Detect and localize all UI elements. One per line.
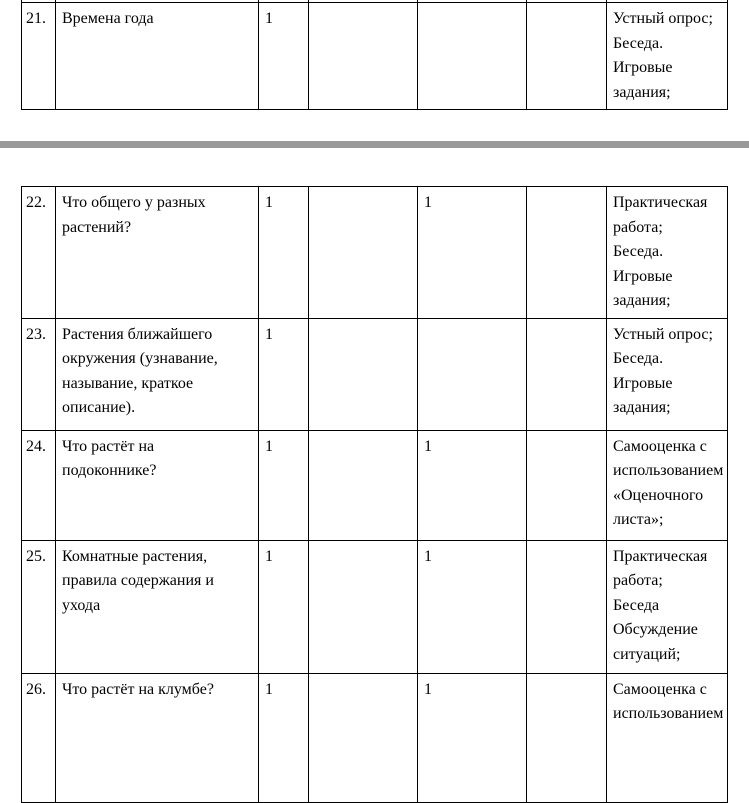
cell-hours-practice: 1 — [417, 186, 527, 319]
page-break-separator — [0, 141, 749, 148]
cell-topic: Времена года — [55, 2, 259, 110]
cell-hours-practice — [417, 2, 527, 110]
cell-hours-total: 1 — [258, 186, 309, 319]
cell-topic: Растения ближайшего окружения (узнавание… — [55, 317, 259, 431]
cell-row-number: 22. — [21, 186, 56, 319]
cell-row-number: 25. — [21, 539, 56, 674]
cell-empty — [308, 539, 418, 674]
cell-hours-practice: 1 — [417, 539, 527, 674]
table-row: 24. Что растёт на подоконнике? 1 1 Самоо… — [21, 429, 728, 541]
cell-date — [526, 429, 607, 541]
cell-date — [526, 186, 607, 319]
cell-row-number: 24. — [21, 429, 56, 541]
cell-hours-practice — [417, 317, 527, 431]
table-row: 25. Комнатные растения, правила содержан… — [21, 539, 728, 674]
lesson-plan-table-top: 21. Времена года 1 Устный опрос; Беседа.… — [21, 0, 728, 110]
lesson-plan-table-bottom: 22. Что общего у разных растений? 1 1 Пр… — [21, 186, 728, 803]
cell-empty — [308, 429, 418, 541]
table-row: 23. Растения ближайшего окружения (узнав… — [21, 317, 728, 431]
cell-topic: Что растёт на клумбе? — [55, 672, 259, 803]
cell-empty — [308, 2, 418, 110]
cell-control-form: Самооценка с использованием «Оценочного … — [606, 429, 728, 541]
cell-control-form: Самооценка с использованием — [606, 672, 728, 803]
cell-hours-total: 1 — [258, 429, 309, 541]
cell-date — [526, 2, 607, 110]
cell-hours-practice: 1 — [417, 429, 527, 541]
cell-control-form: Практическая работа; Беседа. Игровые зад… — [606, 186, 728, 319]
cell-empty — [308, 186, 418, 319]
cell-control-form: Устный опрос; Беседа. Игровые задания; — [606, 317, 728, 431]
table-row: 26. Что растёт на клумбе? 1 1 Самооценка… — [21, 672, 728, 803]
cell-control-form: Устный опрос; Беседа. Игровые задания; — [606, 2, 728, 110]
cell-row-number: 26. — [21, 672, 56, 803]
cell-hours-total: 1 — [258, 539, 309, 674]
cell-control-form: Практическая работа; Беседа Обсуждение с… — [606, 539, 728, 674]
table-row: 22. Что общего у разных растений? 1 1 Пр… — [21, 186, 728, 319]
cell-hours-total: 1 — [258, 672, 309, 803]
cell-date — [526, 672, 607, 803]
cell-topic: Что общего у разных растений? — [55, 186, 259, 319]
table-row: 21. Времена года 1 Устный опрос; Беседа.… — [21, 2, 728, 110]
cell-hours-practice: 1 — [417, 672, 527, 803]
cell-empty — [308, 317, 418, 431]
cell-empty — [308, 672, 418, 803]
cell-row-number: 21. — [21, 2, 56, 110]
cell-row-number: 23. — [21, 317, 56, 431]
cell-date — [526, 539, 607, 674]
cell-date — [526, 317, 607, 431]
cell-hours-total: 1 — [258, 317, 309, 431]
cell-topic: Комнатные растения, правила содержания и… — [55, 539, 259, 674]
cell-topic: Что растёт на подоконнике? — [55, 429, 259, 541]
cell-hours-total: 1 — [258, 2, 309, 110]
